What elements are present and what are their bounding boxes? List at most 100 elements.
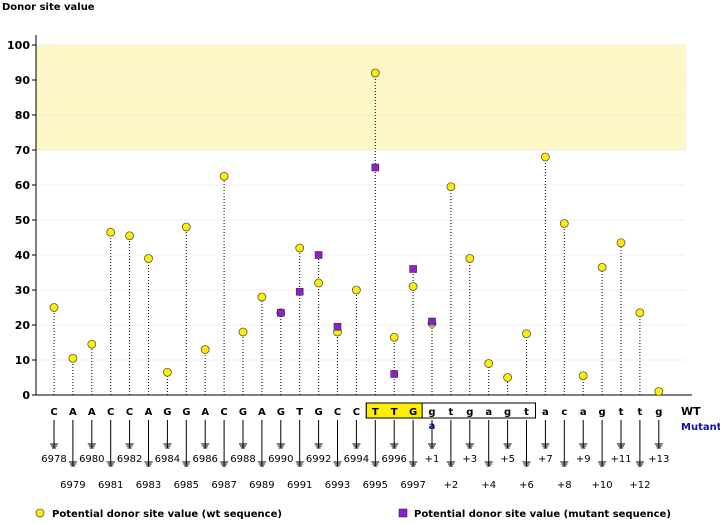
wt-base: C (50, 407, 57, 418)
y-tick-label: 60 (15, 179, 31, 192)
wt-base: g (599, 407, 606, 418)
markers (49, 68, 664, 396)
wt-point (49, 303, 59, 312)
position-label: 6997 (400, 480, 425, 491)
gridlines (36, 44, 686, 361)
wt-point (616, 238, 626, 248)
wt-point (200, 345, 210, 354)
legend: Potential donor site value (wt sequence)… (35, 508, 671, 520)
mutant-point (428, 317, 436, 326)
y-tick-label: 0 (22, 389, 30, 402)
wt-point (87, 339, 97, 349)
position-label: +4 (481, 480, 496, 491)
mutant-point (371, 163, 380, 172)
exon-highlight (365, 402, 423, 419)
position-label: +2 (444, 480, 459, 491)
wt-point (522, 329, 531, 339)
wt-base: a (580, 407, 587, 418)
wt-base: A (145, 407, 153, 418)
wt-point (238, 327, 248, 337)
wt-point (295, 243, 305, 253)
wt-point (219, 171, 229, 181)
position-label: +1 (425, 454, 440, 465)
y-axis: 0 10 20 30 40 50 60 70 80 90 100 (7, 35, 692, 402)
wt-base: g (504, 407, 511, 418)
position-label: 6988 (230, 454, 255, 465)
position-label: 6982 (117, 454, 142, 465)
mutant-point (409, 265, 417, 273)
y-tick-label: 30 (15, 284, 31, 297)
y-tick-label: 50 (15, 214, 31, 227)
highlight-band-layer (36, 45, 686, 150)
wt-base: t (638, 407, 643, 418)
wt-point (162, 367, 172, 377)
wt-base: C (334, 407, 341, 418)
wt-base: T (391, 407, 398, 418)
sequence-row: CAACCAGGACGAGTGCCTTGgtgagtacagttgaWTMuta… (50, 402, 720, 433)
position-label: 6994 (344, 454, 369, 465)
wt-point (465, 254, 475, 263)
position-label: +7 (538, 454, 553, 465)
wt-point (635, 308, 645, 318)
wt-base: C (353, 407, 360, 418)
wt-point (389, 332, 399, 342)
position-label: 6995 (363, 480, 388, 491)
position-label: +5 (500, 454, 515, 465)
legend-mutant-swatch (398, 508, 408, 518)
position-label: 6990 (268, 454, 293, 465)
wt-base: a (542, 407, 549, 418)
wt-base: G (409, 407, 417, 418)
wt-row-label: WT (681, 405, 701, 418)
highlight-band (36, 45, 686, 150)
wt-point (559, 219, 569, 228)
wt-base: G (314, 407, 322, 418)
position-label: +12 (629, 480, 650, 491)
wt-base: C (107, 407, 114, 418)
stems (53, 73, 660, 395)
wt-point (408, 282, 418, 291)
position-label: 6980 (79, 454, 104, 465)
wt-point (484, 359, 494, 368)
wt-base: G (182, 407, 190, 418)
mutant-point (314, 251, 323, 259)
position-label: +6 (519, 480, 534, 491)
wt-point (181, 222, 191, 232)
wt-base: t (524, 407, 529, 418)
position-label: +3 (462, 454, 477, 465)
y-tick-label: 10 (15, 354, 31, 367)
wt-point (654, 387, 664, 396)
mutant-point (295, 287, 304, 296)
mutant-point (333, 322, 342, 331)
position-label: 6981 (98, 480, 123, 491)
y-tick-label: 100 (7, 39, 30, 52)
legend-wt-label: Potential donor site value (wt sequence) (52, 509, 282, 520)
wt-point (257, 292, 267, 302)
wt-base: G (239, 407, 247, 418)
wt-base: A (258, 407, 266, 418)
y-tick-label: 70 (15, 144, 31, 157)
y-tick-label: 90 (15, 74, 31, 87)
wt-base: G (277, 407, 285, 418)
position-label: +11 (610, 454, 631, 465)
y-tick-label: 80 (15, 109, 31, 122)
chart-title: Donor site value (2, 2, 95, 13)
wt-point (370, 68, 380, 78)
wt-base: t (449, 407, 454, 418)
position-label: 6989 (249, 480, 274, 491)
wt-point (68, 353, 78, 363)
position-label: 6996 (381, 454, 406, 465)
wt-point (597, 262, 607, 272)
mutant-point (390, 370, 399, 378)
legend-mutant-label: Potential donor site value (mutant seque… (414, 509, 671, 520)
position-label: +10 (592, 480, 613, 491)
wt-base: A (88, 407, 96, 418)
wt-point (578, 371, 588, 381)
y-tick-label: 20 (15, 319, 31, 332)
y-tick-label: 40 (15, 249, 31, 262)
wt-point (351, 285, 361, 295)
mutant-point (276, 308, 285, 317)
position-label: 6992 (306, 454, 331, 465)
wt-base: g (428, 407, 435, 418)
